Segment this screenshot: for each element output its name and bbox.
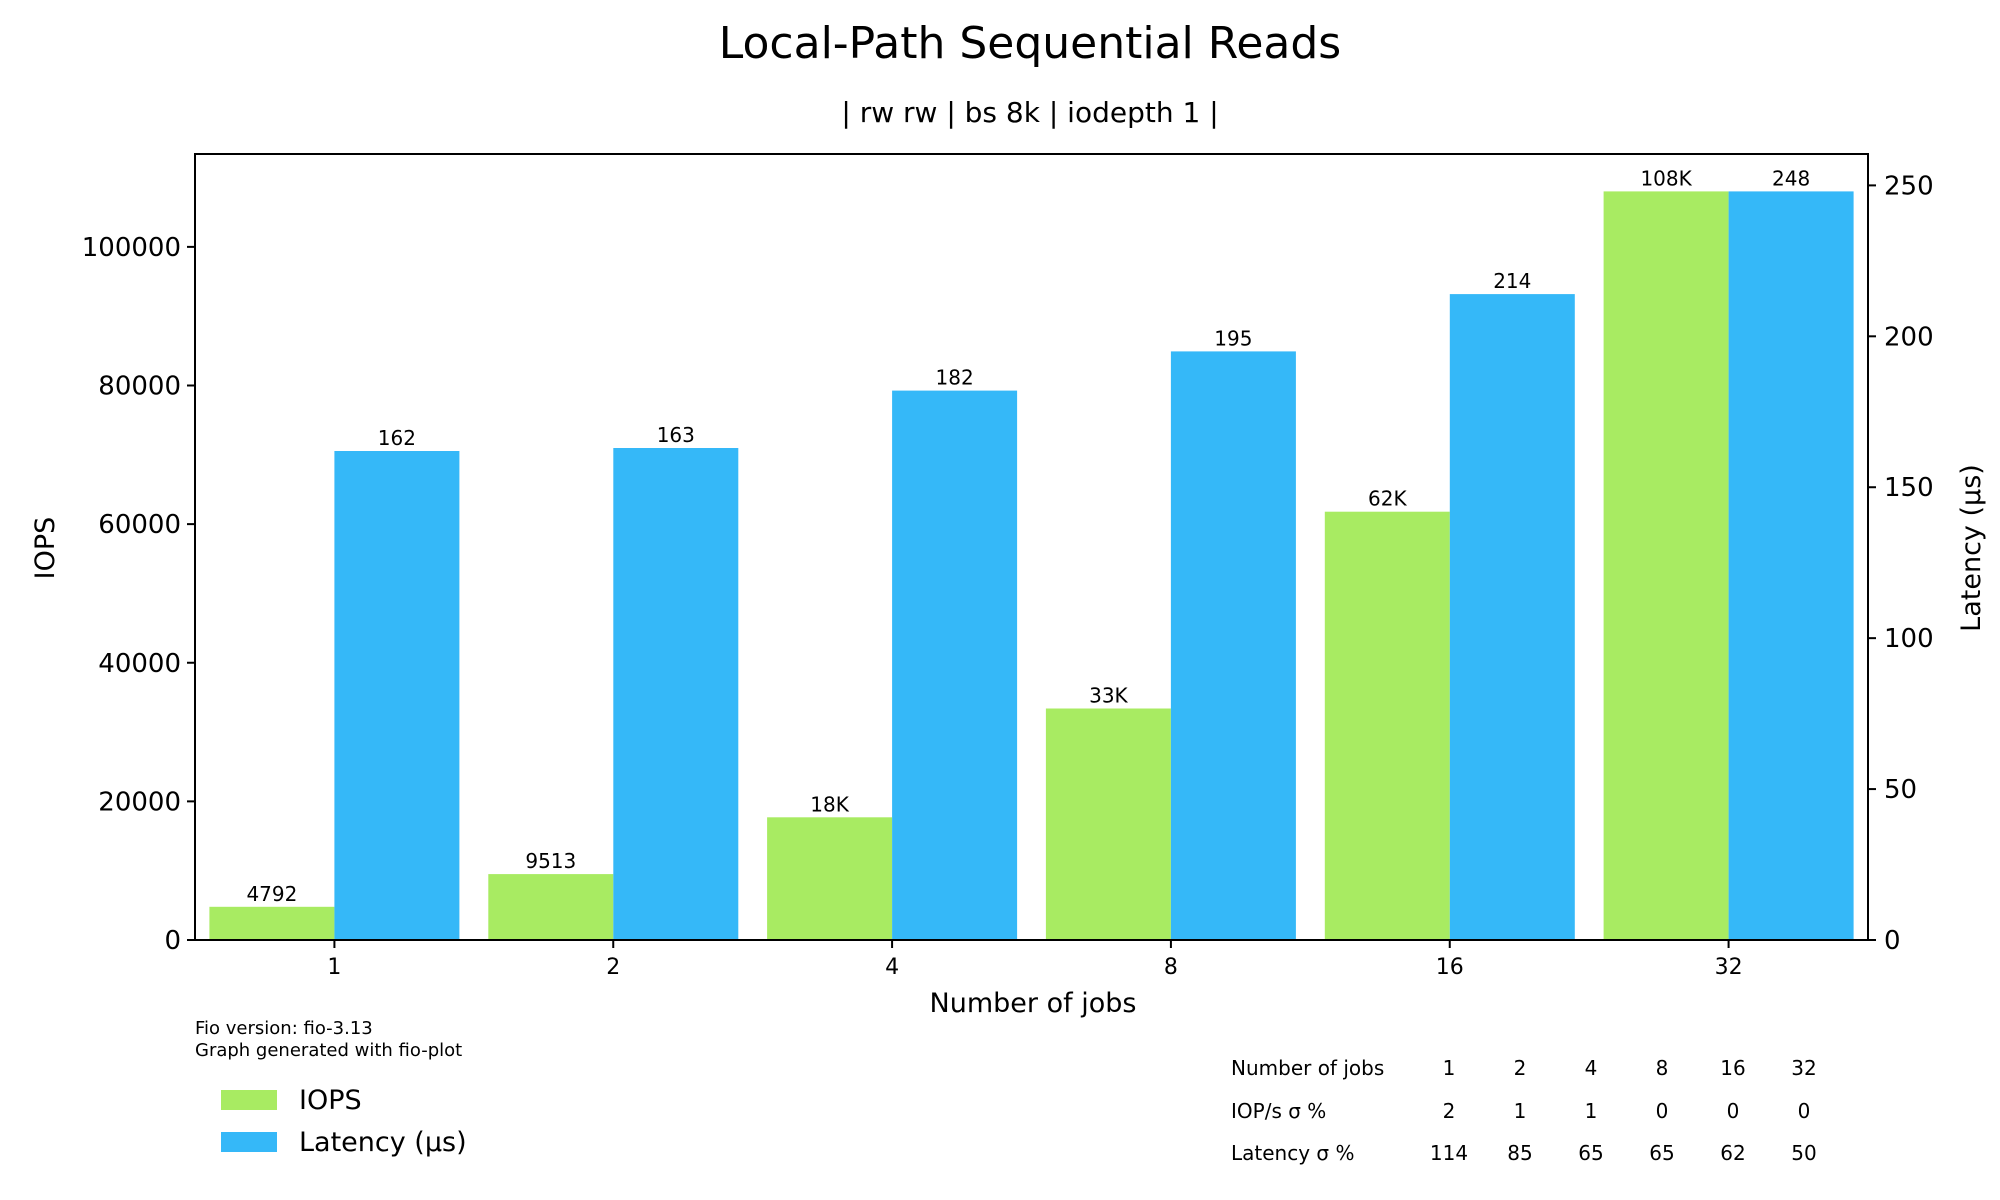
table-cell: 4: [1585, 1056, 1598, 1080]
bar-label-iops-8: 33K: [1089, 684, 1128, 708]
x-tick-label: 1: [327, 955, 341, 980]
bar-label-iops-2: 9513: [525, 849, 576, 873]
bar-label-iops-16: 62K: [1368, 487, 1407, 511]
bar-label-iops-32: 108K: [1640, 166, 1692, 190]
table-cell: 65: [1578, 1141, 1603, 1165]
bar-latency-4: [892, 390, 1018, 941]
y-left-tick-label: 100000: [82, 233, 181, 263]
x-tick-label: 2: [606, 955, 620, 980]
legend-swatch-iops: [221, 1090, 277, 1110]
bar-iops-8: [1045, 708, 1171, 940]
table-cell: 85: [1507, 1141, 1532, 1165]
table-cell: 16: [1720, 1056, 1745, 1080]
bar-latency-2: [613, 448, 739, 940]
table-row-label: IOP/s σ %: [1231, 1099, 1326, 1123]
table-cell: 62: [1720, 1141, 1745, 1165]
x-tick-label: 16: [1436, 955, 1464, 980]
bar-label-latency-4: 182: [936, 366, 974, 390]
bar-latency-1: [334, 451, 460, 940]
y-axis-label-left: IOPS: [30, 517, 61, 580]
legend-label-iops: IOPS: [299, 1085, 362, 1116]
table-cell: 0: [1727, 1099, 1740, 1123]
y-left-tick-label: 60000: [98, 510, 181, 540]
bar-label-latency-2: 163: [657, 423, 695, 447]
bar-latency-32: [1728, 191, 1854, 940]
table-cell: 0: [1798, 1099, 1811, 1123]
axis-ticks: 1 2 4 8 16 32 0 20000 40000 60000 80000 100000 0 50 10…: [82, 171, 1934, 980]
table-cell: 1: [1585, 1099, 1598, 1123]
y-left-tick-label: 20000: [98, 787, 181, 817]
table-cell: 1: [1514, 1099, 1527, 1123]
x-tick-label: 4: [885, 955, 899, 980]
x-tick-label: 32: [1715, 955, 1743, 980]
table-cell: 2: [1514, 1056, 1527, 1080]
table-cell: 0: [1656, 1099, 1669, 1123]
bar-iops-4: [767, 817, 893, 940]
bar-latency-8: [1170, 351, 1296, 940]
table-cell: 1: [1443, 1056, 1456, 1080]
plot-frame: [194, 153, 1869, 941]
table-cell: 32: [1791, 1056, 1816, 1080]
table-cell: 50: [1791, 1141, 1816, 1165]
chart-title: Local-Path Sequential Reads: [719, 18, 1341, 69]
bar-iops-16: [1324, 511, 1450, 940]
bars-layer: [209, 191, 1854, 941]
bar-label-latency-1: 162: [378, 426, 416, 450]
fio-version-note: Fio version: fio-3.13: [195, 1018, 373, 1039]
table-row-label: Number of jobs: [1231, 1056, 1384, 1080]
x-axis-label: Number of jobs: [930, 988, 1137, 1019]
table-cell: 114: [1430, 1141, 1468, 1165]
y-right-tick-label: 100: [1884, 624, 1934, 654]
bar-value-labels: 4792 9513 18K 33K 62K 108K 162 163 182 195 214 248: [246, 166, 1810, 905]
y-right-tick-label: 250: [1884, 171, 1934, 201]
y-axis-label-right: Latency (µs): [1956, 464, 1987, 632]
legend-swatch-latency: [221, 1132, 277, 1152]
y-right-tick-label: 0: [1884, 926, 1901, 956]
bar-label-latency-16: 214: [1493, 269, 1531, 293]
bar-label-iops-1: 4792: [246, 882, 297, 906]
x-tick-label: 8: [1164, 955, 1178, 980]
bar-label-iops-4: 18K: [810, 792, 849, 816]
legend: IOPS Latency (µs): [221, 1085, 467, 1158]
table-cell: 65: [1649, 1141, 1674, 1165]
bar-label-latency-32: 248: [1772, 166, 1810, 190]
bar-iops-1: [209, 906, 335, 940]
y-left-tick-label: 80000: [98, 372, 181, 402]
y-left-tick-label: 0: [164, 926, 181, 956]
y-right-tick-label: 150: [1884, 473, 1934, 503]
y-right-tick-label: 50: [1884, 775, 1917, 805]
chart-subtitle: | rw rw | bs 8k | iodepth 1 |: [841, 96, 1218, 129]
bar-latency-16: [1449, 294, 1575, 941]
legend-label-latency: Latency (µs): [299, 1127, 467, 1158]
table-row-label: Latency σ %: [1231, 1141, 1354, 1165]
bar-label-latency-8: 195: [1214, 326, 1252, 350]
table-cell: 2: [1443, 1099, 1456, 1123]
y-right-tick-label: 200: [1884, 322, 1934, 352]
table-cell: 8: [1656, 1056, 1669, 1080]
bar-iops-32: [1603, 191, 1729, 940]
bar-iops-2: [488, 874, 614, 940]
fio-plot-note: Graph generated with fio-plot: [195, 1040, 462, 1061]
y-left-tick-label: 40000: [98, 649, 181, 679]
stats-table: Number of jobs 1 2 4 8 16 32 IOP/s σ % 2 1 1 0 0 0 Lat…: [1231, 1056, 1817, 1165]
